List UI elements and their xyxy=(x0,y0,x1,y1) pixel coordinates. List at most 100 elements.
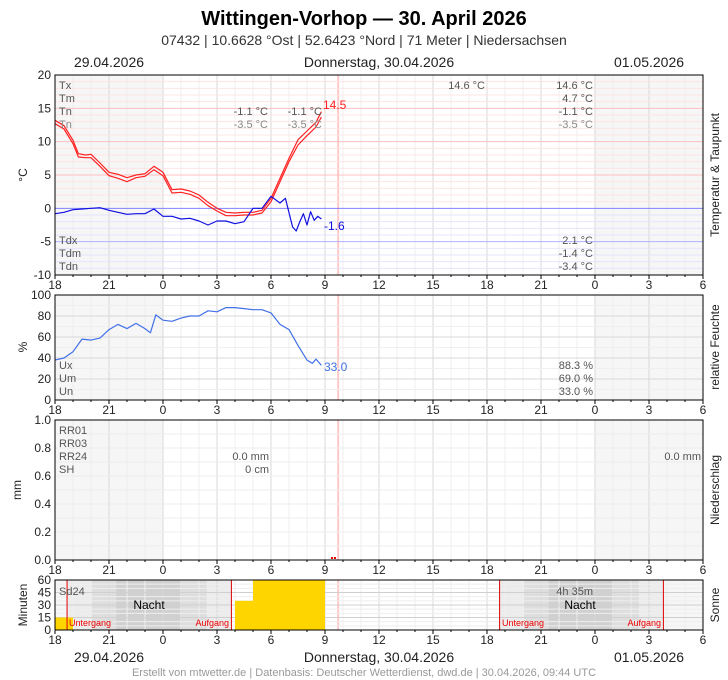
humidity-line xyxy=(54,307,322,366)
sunshine-bar xyxy=(55,617,73,630)
precip-xtick-label: 9 xyxy=(322,563,329,577)
humidity-xtick-label: 12 xyxy=(372,403,386,417)
temp-xtick-label: 12 xyxy=(372,278,386,292)
stat-label: RR01 xyxy=(59,425,87,437)
dewpoint-line xyxy=(54,195,322,232)
precip-ytick-label: 0.4 xyxy=(34,497,51,511)
sunset-label: Untergang xyxy=(69,618,111,628)
precip-ytick-label: 1.0 xyxy=(34,413,51,427)
sd24-label: Sd24 xyxy=(59,586,85,598)
precip-ytick-label: 0.2 xyxy=(34,525,51,539)
humidity-xtick-label: 6 xyxy=(700,403,707,417)
temp-xtick-label: 18 xyxy=(480,278,494,292)
sun-ytick-label: 30 xyxy=(38,598,52,612)
precip-ytick-label: 0.8 xyxy=(34,441,51,455)
temp-frame xyxy=(54,74,704,276)
night-label: Nacht xyxy=(564,598,596,612)
temp-xtick-label: 9 xyxy=(322,278,329,292)
temp-ytick-label: -10 xyxy=(34,268,52,282)
stat-value: 14.6 °C xyxy=(556,80,593,92)
precip-ytick-label: 0.6 xyxy=(34,469,51,483)
temp-xtick-label: 6 xyxy=(700,278,707,292)
sun-xtick-label: 9 xyxy=(322,633,329,647)
humidity-ytick-label: 20 xyxy=(38,372,52,386)
stat-value: -1.1 °C xyxy=(559,106,593,118)
precip-ylabel: mm xyxy=(10,480,24,500)
sun-xtick-label: 15 xyxy=(426,633,440,647)
precip-dot xyxy=(331,557,333,559)
temp-xtick-label: 3 xyxy=(646,278,653,292)
sun-side-label: Sonne xyxy=(708,587,722,622)
dew-stat-label: Tdn xyxy=(59,261,78,273)
precip-frame xyxy=(54,419,704,561)
stat-value: -3.5 °C xyxy=(234,119,268,131)
precip-xtick-label: 3 xyxy=(646,563,653,577)
stat-value: -1.1 °C xyxy=(288,106,322,118)
stat-label: Tm xyxy=(59,93,75,105)
date-center-top: Donnerstag, 30.04.2026 xyxy=(304,54,454,70)
stat-value: 14.6 °C xyxy=(448,80,485,92)
temp-ytick-label: 5 xyxy=(44,168,51,182)
stat-label: Tx xyxy=(59,80,72,92)
page-title: Wittingen-Vorhop — 30. April 2026 xyxy=(201,8,526,30)
sun-ytick-label: 60 xyxy=(38,573,52,587)
temp-xtick-label: 15 xyxy=(426,278,440,292)
dew-stat-label: Tdm xyxy=(59,248,81,260)
precip-xtick-label: 6 xyxy=(268,563,275,577)
temp-ytick-label: -5 xyxy=(40,235,51,249)
temp-side-label: Temperatur & Taupunkt xyxy=(708,112,722,237)
humidity-xtick-label: 21 xyxy=(534,403,548,417)
stat-label: RR03 xyxy=(59,438,87,450)
temperature-line-2 xyxy=(54,116,322,217)
sun-ytick-label: 0 xyxy=(44,623,51,637)
stat-value: 69.0 % xyxy=(559,373,593,385)
temp-xtick-label: 3 xyxy=(214,278,221,292)
precip-side-label: Niederschlag xyxy=(708,455,722,525)
humidity-ytick-label: 80 xyxy=(38,309,52,323)
stat-value: 0.0 mm xyxy=(232,451,269,463)
precip-xtick-label: 18 xyxy=(480,563,494,577)
temp-xtick-label: 0 xyxy=(160,278,167,292)
humidity-ylabel: % xyxy=(16,341,30,352)
humidity-xtick-label: 0 xyxy=(160,403,167,417)
sun-xtick-label: 0 xyxy=(592,633,599,647)
date-left-top: 29.04.2026 xyxy=(74,54,144,70)
precip-marker xyxy=(331,557,336,559)
temp-ytick-label: 0 xyxy=(44,201,51,215)
dew-stat-value: 2.1 °C xyxy=(562,235,593,247)
humidity-xtick-label: 18 xyxy=(48,403,62,417)
precip-xtick-label: 18 xyxy=(48,563,62,577)
humidity-xtick-label: 6 xyxy=(268,403,275,417)
humidity-ytick-label: 60 xyxy=(38,330,52,344)
dew-stat-label: Tdx xyxy=(59,235,78,247)
sunrise-label: Aufgang xyxy=(195,618,229,628)
precip-xtick-label: 21 xyxy=(102,563,116,577)
stat-value: 88.3 % xyxy=(559,360,593,372)
humidity-stats: Ux Um Un 88.3 % 69.0 % 33.0 % xyxy=(59,360,593,398)
footer-credits: Erstellt von mtwetter.de | Datenbasis: D… xyxy=(132,667,596,679)
stat-value: 33.0 % xyxy=(559,386,593,398)
date-right-bottom: 01.05.2026 xyxy=(614,649,684,665)
sun-xtick-label: 21 xyxy=(534,633,548,647)
stat-label: Un xyxy=(59,386,73,398)
stat-value: 4.7 °C xyxy=(562,93,593,105)
sun-xtick-label: 6 xyxy=(268,633,275,647)
sun-xtick-label: 18 xyxy=(480,633,494,647)
sun-ylabel: Minuten xyxy=(16,584,30,627)
sun-ytick-label: 45 xyxy=(38,586,52,600)
temp-xtick-label: 21 xyxy=(102,278,116,292)
sun-xtick-label: 6 xyxy=(700,633,707,647)
stat-label: Ux xyxy=(59,360,73,372)
humidity-xtick-label: 15 xyxy=(426,403,440,417)
sun-xtick-label: 3 xyxy=(646,633,653,647)
sd24-value: 4h 35m xyxy=(556,586,593,598)
stat-value: 0 cm xyxy=(245,464,269,476)
stat-value: 0.0 mm xyxy=(664,451,701,463)
sunset-label: Untergang xyxy=(502,618,544,628)
stat-value: -3.5 °C xyxy=(559,119,593,131)
sunshine-bar xyxy=(235,600,253,630)
precip-stats: RR01 RR03 RR24 SH 0.0 mm 0 cm 0.0 mm xyxy=(59,425,701,476)
date-center-bottom: Donnerstag, 30.04.2026 xyxy=(304,649,454,665)
stat-label: Tn xyxy=(59,119,72,131)
